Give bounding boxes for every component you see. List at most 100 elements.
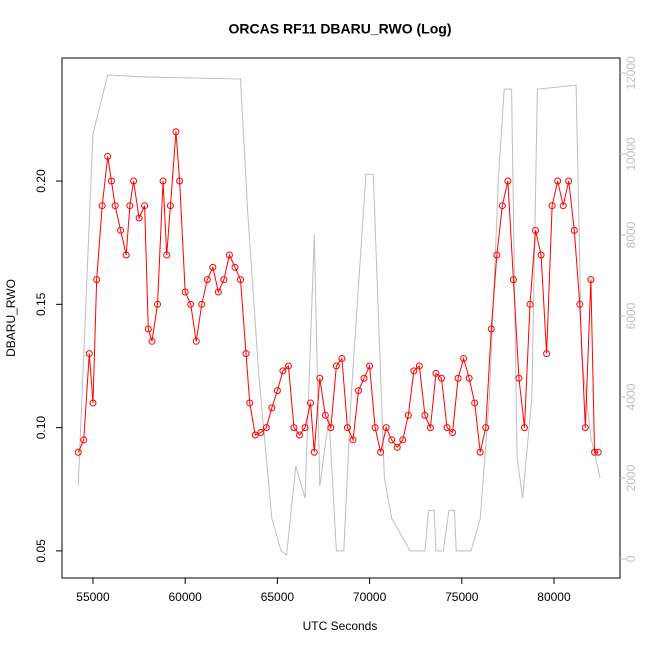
y2-tick-label: 8000	[624, 221, 638, 248]
data-point	[520, 424, 528, 432]
series-line	[77, 131, 599, 453]
data-point	[426, 424, 434, 432]
data-point	[594, 448, 602, 456]
data-point	[591, 448, 599, 456]
data-point	[327, 424, 335, 432]
x-axis-label: UTC Seconds	[303, 619, 378, 633]
x-tick-label: 55000	[76, 590, 110, 604]
plot-frame	[61, 57, 621, 579]
y-axis-label: DBARU_RWO	[4, 279, 18, 357]
data-point	[415, 362, 423, 370]
data-point	[126, 202, 134, 210]
data-point	[465, 374, 473, 382]
data-point	[290, 424, 298, 432]
data-point	[554, 177, 562, 185]
data-point	[192, 337, 200, 345]
y2-tick-label: 12000	[624, 56, 638, 90]
data-point	[476, 448, 484, 456]
data-point	[154, 300, 162, 308]
data-point	[349, 436, 357, 444]
data-point	[198, 300, 206, 308]
data-point	[443, 424, 451, 432]
data-point	[172, 128, 180, 136]
data-point	[310, 448, 318, 456]
data-point	[487, 325, 495, 333]
data-point	[187, 300, 195, 308]
data-point	[117, 226, 125, 234]
data-point	[410, 367, 418, 375]
data-point	[543, 350, 551, 358]
data-point	[122, 251, 130, 259]
data-point	[504, 177, 512, 185]
data-point	[181, 288, 189, 296]
data-point	[526, 300, 534, 308]
data-point	[296, 431, 304, 439]
data-point	[332, 362, 340, 370]
data-point	[460, 355, 468, 363]
data-point	[279, 367, 287, 375]
data-point	[559, 202, 567, 210]
data-point	[399, 436, 407, 444]
data-point	[284, 362, 292, 370]
data-point	[532, 226, 540, 234]
data-point	[377, 448, 385, 456]
data-point	[307, 399, 315, 407]
data-point	[220, 276, 228, 284]
data-point	[515, 374, 523, 382]
data-point	[104, 152, 112, 160]
data-point	[80, 436, 88, 444]
data-point	[176, 177, 184, 185]
data-point	[225, 251, 233, 259]
data-point	[576, 300, 584, 308]
data-point	[273, 387, 281, 395]
x-tick-label: 70000	[353, 590, 387, 604]
data-point	[493, 251, 501, 259]
data-point	[548, 202, 556, 210]
data-point	[432, 369, 440, 377]
y-tick-label: 0.15	[34, 292, 48, 316]
x-tick-label: 75000	[445, 590, 479, 604]
data-point	[498, 202, 506, 210]
data-point	[371, 424, 379, 432]
data-point	[537, 251, 545, 259]
y-tick-label: 0.10	[34, 416, 48, 440]
data-point	[209, 263, 217, 271]
data-point	[388, 436, 396, 444]
data-point	[437, 374, 445, 382]
data-point	[231, 263, 239, 271]
data-point	[343, 424, 351, 432]
data-point	[482, 424, 490, 432]
data-point	[338, 355, 346, 363]
data-point	[242, 350, 250, 358]
data-point	[257, 429, 265, 437]
y2-tick-label: 10000	[624, 137, 638, 171]
data-point	[570, 226, 578, 234]
data-point	[251, 431, 259, 439]
data-point	[449, 429, 457, 437]
data-point	[141, 202, 149, 210]
y2-tick-label: 0	[624, 555, 638, 562]
data-point	[166, 202, 174, 210]
data-point	[321, 411, 329, 419]
y-tick-label: 0.20	[34, 169, 48, 193]
x-tick-label: 60000	[168, 590, 202, 604]
chart-title: ORCAS RF11 DBARU_RWO (Log)	[229, 21, 452, 37]
data-point	[262, 424, 270, 432]
data-point	[509, 276, 517, 284]
data-point	[268, 404, 276, 412]
data-point	[203, 276, 211, 284]
data-point	[404, 411, 412, 419]
data-point	[393, 443, 401, 451]
y2-tick-label: 4000	[624, 383, 638, 410]
data-point	[565, 177, 573, 185]
data-point	[471, 399, 479, 407]
data-point	[159, 177, 167, 185]
data-point	[382, 424, 390, 432]
data-point	[135, 214, 143, 222]
y2-tick-label: 6000	[624, 302, 638, 329]
data-point	[130, 177, 138, 185]
data-point	[587, 276, 595, 284]
data-point	[581, 424, 589, 432]
data-point	[366, 362, 374, 370]
